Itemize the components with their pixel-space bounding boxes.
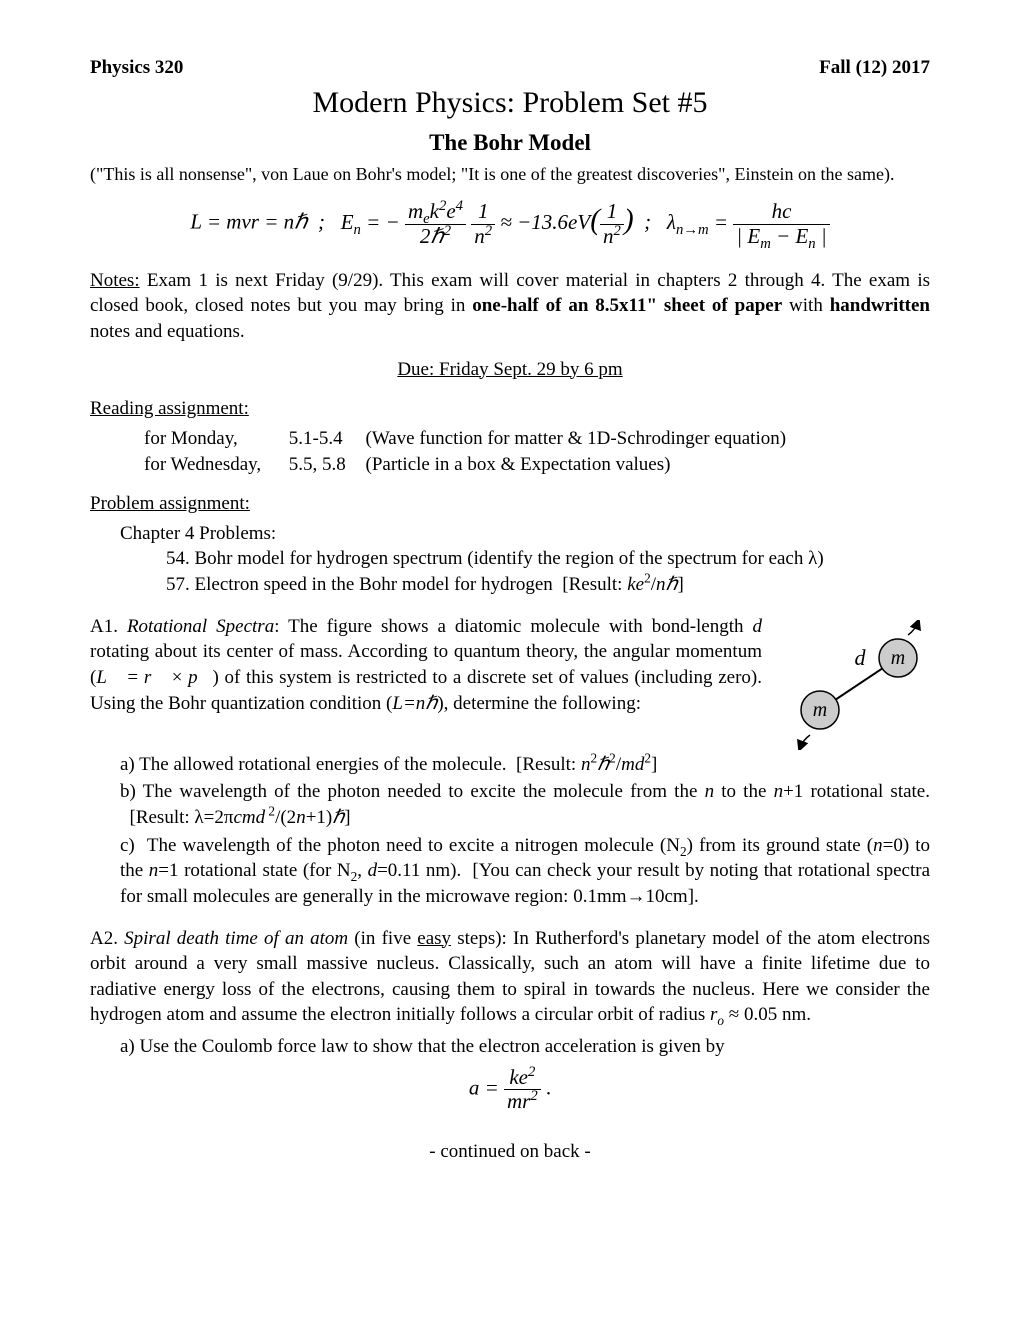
a2-easy: easy [417,928,451,949]
a2-part-a: a) Use the Coulomb force law to show tha… [120,1034,930,1060]
notes-bold2: handwritten [830,295,930,316]
problem-54: 54. Bohr model for hydrogen spectrum (id… [166,546,930,572]
quote-line: ("This is all nonsense", von Laue on Boh… [90,162,930,186]
a1-eqLn: L=nℏ [392,693,437,714]
a1-part-b: b) The wavelength of the photon needed t… [120,779,930,830]
a1-d: d [753,616,763,637]
a2-equation: a = ke2mr2 . [90,1066,930,1113]
page-subtitle: The Bohr Model [90,127,930,158]
notes-block: Notes: Exam 1 is next Friday (9/29). Thi… [90,268,930,345]
a1-t4: ), determine the following: [437,693,641,714]
a2-title: Spiral death time of an atom [124,928,348,949]
chapter-line: Chapter 4 Problems: [120,521,930,547]
svg-text:m: m [813,699,827,721]
due-line: Due: Friday Sept. 29 by 6 pm [90,357,930,383]
svg-text:d: d [855,645,867,670]
a1-label: A1. [90,616,127,637]
reading-row-0: for Monday, 5.1-5.4 (Wave function for m… [144,426,930,452]
reading-heading: Reading assignment: [90,396,930,422]
a1-text: A1. Rotational Spectra: The figure shows… [90,614,762,717]
notes-bold1: one-half of an 8.5x11" sheet of paper [472,295,782,316]
reading-row-1: for Wednesday, 5.5, 5.8 (Particle in a b… [144,452,930,478]
a1-t1: : The figure shows a diatomic molecule w… [274,616,752,637]
a1-title: Rotational Spectra [127,616,274,637]
page-title: Modern Physics: Problem Set #5 [90,83,930,124]
a2-paren: (in five [348,928,417,949]
term-right: Fall (12) 2017 [819,55,930,81]
molecule-diagram: m m d [780,620,930,750]
a1-part-a: a) The allowed rotational energies of th… [120,752,930,778]
svg-text:m: m [891,647,905,669]
problem-a2: A2. Spiral death time of an atom (in fiv… [90,926,930,1029]
problem-a1: A1. Rotational Spectra: The figure shows… [90,614,930,750]
course-left: Physics 320 [90,55,183,81]
a1-part-c: c) The wavelength of the photon need to … [120,833,930,910]
a1-eqL: L⃗ = r⃗ × p⃗ [96,667,212,688]
notes-text3: notes and equations. [90,321,245,342]
notes-text2: with [782,295,830,316]
main-equations: L = mvr = nℏ ; En = − mek2e42ℏ2 1n2 ≈ −1… [90,200,930,247]
page-header: Physics 320 Fall (12) 2017 [90,55,930,81]
notes-label: Notes: [90,270,140,291]
problem-57: 57. Electron speed in the Bohr model for… [166,572,930,598]
a2-label: A2. [90,928,124,949]
continued-line: - continued on back - [90,1139,930,1165]
problem-heading: Problem assignment: [90,491,930,517]
